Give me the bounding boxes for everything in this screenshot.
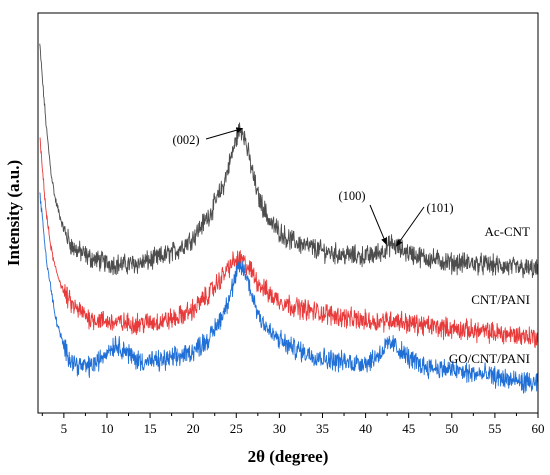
axes-layer <box>37 12 539 414</box>
x-tick-label: 50 <box>445 421 458 436</box>
series-cnt-pani <box>39 137 538 349</box>
annotations: (002) (100) (101) <box>172 127 454 247</box>
series-ac-cnt <box>39 43 538 279</box>
series-label-cnt-pani: CNT/PANI <box>471 292 530 307</box>
x-tick-label: 55 <box>488 421 501 436</box>
y-axis-title: Intensity (a.u.) <box>4 160 23 266</box>
x-tick-label: 60 <box>532 421 545 436</box>
series-label-ac-cnt: Ac-CNT <box>485 224 531 239</box>
series-label-go-cnt-pani: GO/CNT/PANI <box>449 351 530 366</box>
series-layer <box>39 43 538 394</box>
annotation-label: (101) <box>426 201 453 215</box>
x-tick-label: 20 <box>187 421 200 436</box>
annotation-arrow <box>205 127 244 140</box>
annotation-label: (002) <box>172 133 199 147</box>
annotation-arrow <box>396 206 425 247</box>
x-tick-label: 40 <box>359 421 372 436</box>
series-go-cnt-pani <box>39 192 538 394</box>
x-tick-label: 45 <box>402 421 415 436</box>
x-axis-title: 2θ (degree) <box>248 447 329 466</box>
annotation-label: (100) <box>338 189 365 203</box>
x-ticks: 5 10 15 20 25 30 35 40 45 50 55 60 <box>41 413 545 436</box>
x-tick-label: 30 <box>273 421 286 436</box>
x-tick-label: 35 <box>316 421 329 436</box>
x-tick-label: 10 <box>100 421 113 436</box>
annotation-arrow <box>369 204 387 245</box>
x-tick-label: 5 <box>61 421 68 436</box>
x-tick-label: 15 <box>144 421 157 436</box>
series-labels: Ac-CNT CNT/PANI GO/CNT/PANI <box>449 224 530 366</box>
x-tick-label: 25 <box>230 421 243 436</box>
plot-frame <box>37 12 539 414</box>
